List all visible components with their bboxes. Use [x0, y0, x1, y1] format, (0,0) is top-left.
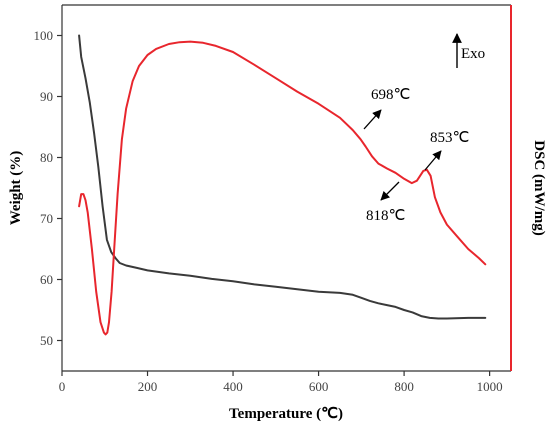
x-tick-label: 400 [223, 379, 243, 394]
x-axis-title: Temperature (℃) [229, 406, 343, 422]
x-tick-label: 800 [394, 379, 414, 394]
annotation-853: 853℃ [430, 130, 469, 146]
arrow-853 [424, 150, 442, 171]
x-axis-ticks: 0 200 400 600 800 1000 [59, 371, 503, 394]
y-tick-label: 80 [40, 150, 53, 165]
dsc-series-line [78, 40, 487, 336]
y-tick-label: 100 [34, 28, 54, 43]
x-tick-label: 200 [138, 379, 158, 394]
arrow-818 [380, 181, 400, 201]
plot-area [62, 5, 511, 371]
x-tick-label: 1000 [477, 379, 503, 394]
y2-axis-title: DSC (mW/mg) [531, 140, 547, 235]
y-tick-label: 50 [40, 333, 53, 348]
exo-label: Exo [461, 46, 485, 62]
y-tick-label: 70 [40, 211, 53, 226]
y-axis-title: Weight (%) [8, 151, 24, 226]
arrow-698 [363, 109, 382, 130]
weight-series-line [78, 34, 487, 320]
series-layer [78, 34, 487, 336]
annotation-698: 698℃ [371, 87, 410, 103]
y-tick-label: 60 [40, 272, 53, 287]
annotation-818: 818℃ [366, 208, 405, 224]
x-tick-label: 0 [59, 379, 66, 394]
y-tick-label: 90 [40, 89, 53, 104]
x-tick-label: 600 [309, 379, 329, 394]
y-axis-ticks: 50 60 70 80 90 100 [34, 28, 62, 348]
